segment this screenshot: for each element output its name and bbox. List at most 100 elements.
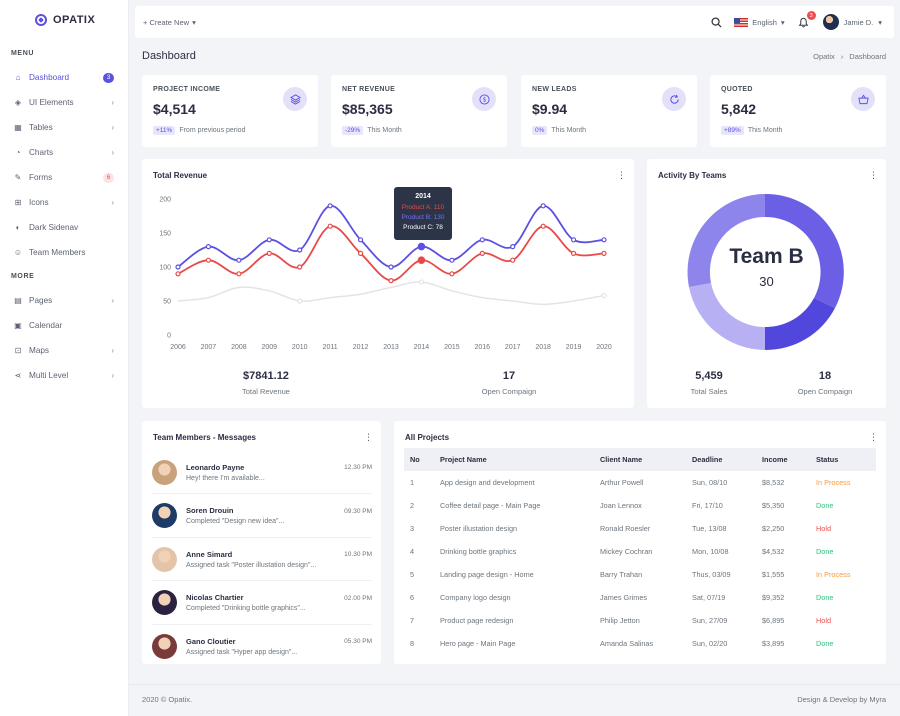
data-point[interactable] — [297, 247, 303, 253]
data-point[interactable] — [236, 257, 242, 263]
data-point[interactable] — [266, 237, 272, 243]
sidebar-item-pages[interactable]: ▤ Pages › — [0, 288, 128, 313]
data-point[interactable] — [357, 250, 364, 257]
data-point[interactable] — [601, 237, 607, 243]
data-point[interactable] — [601, 250, 607, 257]
table-row[interactable]: 6 Company logo design James Grimes Sat, 07/… — [404, 586, 876, 609]
data-point[interactable] — [540, 203, 546, 209]
table-row[interactable]: 8 Hero page - Main Page Amanda Salinas Sun,… — [404, 632, 876, 655]
table-row[interactable]: 3 Poster illustation design Ronald Roesler… — [404, 517, 876, 540]
data-point[interactable] — [297, 264, 303, 270]
column-header[interactable]: Status — [810, 448, 876, 471]
data-point[interactable] — [601, 292, 607, 299]
data-point[interactable] — [327, 203, 333, 209]
data-point[interactable] — [449, 257, 455, 263]
sidebar-item-label: Charts — [29, 148, 54, 157]
more-vertical-icon[interactable]: ⋮ — [364, 432, 373, 442]
data-point[interactable] — [570, 237, 577, 243]
sidebar-item-charts[interactable]: ◔ Charts › — [0, 140, 128, 165]
data-point[interactable] — [449, 271, 455, 277]
list-item[interactable]: Gano Cloutier Assigned task "Hyper app de… — [152, 625, 372, 664]
table-row[interactable]: 2 Coffee detail page - Main Page Joan Lenn… — [404, 494, 876, 517]
sidebar-item-label: Maps — [29, 346, 50, 355]
table-row[interactable]: 5 Landing page design - Home Barry Trahan T… — [404, 563, 876, 586]
data-point[interactable] — [388, 264, 394, 270]
column-header[interactable]: No — [404, 448, 434, 471]
notification-button[interactable]: 3 — [797, 11, 816, 29]
table-row[interactable]: 7 Product page redesign Philip Jetton Sun, … — [404, 609, 876, 632]
user-menu[interactable]: Jamie D. ▾ — [822, 14, 882, 30]
sidebar-item-maps[interactable]: ⊡ Maps › — [0, 338, 128, 363]
sidebar-item-dashboard[interactable]: ⌂ Dashboard 3 — [0, 65, 128, 90]
home-icon: ⌂ — [15, 73, 21, 82]
data-point[interactable] — [357, 237, 364, 243]
column-header[interactable]: Income — [756, 448, 810, 471]
message-preview: Assigned task "Poster illustation design… — [186, 561, 317, 569]
data-point[interactable] — [417, 242, 426, 251]
list-item[interactable]: Anne Simard Assigned task "Poster illusta… — [152, 538, 372, 581]
list-item[interactable]: Soren Drouin Completed "Design new idea".… — [152, 495, 372, 538]
form-icon: ✎ — [14, 173, 22, 182]
create-new-button[interactable]: + Create New ▾ — [143, 18, 196, 27]
total-sales-label: Total Sales — [690, 387, 728, 396]
status-badge: Done — [816, 639, 834, 648]
sidebar-item-team-members[interactable]: ☺ Team Members — [0, 240, 128, 265]
sidebar-item-dark-sidenav[interactable]: ◐ Dark Sidenav — [0, 215, 128, 240]
status-badge: Hold — [816, 524, 832, 533]
data-point[interactable] — [479, 250, 485, 257]
total-revenue-label: Total Revenue — [242, 387, 290, 396]
data-point[interactable] — [417, 256, 426, 265]
data-point[interactable] — [297, 298, 303, 304]
message-sender: Leonardo Payne — [186, 462, 245, 472]
sidebar-item-multi-level[interactable]: ⋖ Multi Level › — [0, 363, 128, 388]
x-tick-label: 2019 — [566, 344, 582, 351]
data-point[interactable] — [479, 237, 485, 243]
avatar — [152, 503, 177, 528]
brand[interactable]: OPATIX — [0, 0, 128, 40]
data-point[interactable] — [205, 243, 212, 250]
data-point[interactable] — [175, 264, 181, 270]
more-vertical-icon[interactable]: ⋮ — [869, 432, 878, 442]
list-item[interactable]: Leonardo Payne Hey! there I'm available..… — [152, 451, 372, 494]
language-selector[interactable]: English ▾ — [734, 17, 785, 27]
basket-icon — [851, 87, 875, 111]
sidebar-item-label: Pages — [29, 296, 53, 305]
table-cell: Arthur Powell — [600, 478, 644, 487]
list-item[interactable]: Nicolas Chartier Completed "Drinking bott… — [152, 582, 372, 625]
column-header[interactable]: Project Name — [434, 448, 594, 471]
sidebar-item-forms[interactable]: ✎ Forms 6 — [0, 165, 128, 190]
sidebar-item-icons[interactable]: ⊞ Icons › — [0, 190, 128, 215]
table-cell: Sat, 07/19 — [692, 593, 726, 602]
more-section-title: MORE — [11, 273, 35, 280]
sidebar-item-ui-elements[interactable]: ◈ UI Elements › — [0, 90, 128, 115]
data-point[interactable] — [205, 257, 212, 263]
table-cell: 2 — [410, 501, 415, 510]
data-point[interactable] — [175, 271, 181, 277]
sidebar-item-calendar[interactable]: ▣ Calendar — [0, 313, 128, 338]
data-point[interactable] — [266, 250, 272, 257]
data-point[interactable] — [510, 243, 516, 250]
data-point[interactable] — [570, 250, 577, 257]
chart-tooltip: 2014 Product A: 110 Product B: 130 Produ… — [394, 187, 452, 240]
data-point[interactable] — [236, 271, 242, 277]
breadcrumb-item[interactable]: Opatix — [813, 52, 835, 61]
table-row[interactable]: 4 Drinking bottle graphics Mickey Cochran M… — [404, 540, 876, 563]
data-point[interactable] — [327, 223, 333, 229]
data-point[interactable] — [510, 257, 516, 263]
data-point[interactable] — [540, 223, 546, 229]
open-campaign-label: Open Compaign — [797, 387, 853, 396]
column-header[interactable]: Client Name — [594, 448, 686, 471]
data-point[interactable] — [418, 279, 425, 285]
series-line-product-b — [177, 204, 605, 268]
table-cell: Company logo design — [440, 593, 511, 602]
sidebar-item-tables[interactable]: ▦ Tables › — [0, 115, 128, 140]
status-badge: In Process — [816, 570, 851, 579]
table-row[interactable]: 1 App design and development Arthur Powell… — [404, 471, 876, 494]
donut-segment-team-c — [765, 298, 835, 351]
search-icon[interactable] — [711, 16, 722, 28]
data-point[interactable] — [388, 277, 394, 284]
column-header[interactable]: Deadline — [686, 448, 756, 471]
stat-card-project-income: PROJECT INCOME $4,514 +11% From previous … — [142, 75, 318, 147]
chevron-right-icon: › — [111, 148, 114, 157]
tooltip-product-b: Product B: 130 — [401, 214, 445, 221]
